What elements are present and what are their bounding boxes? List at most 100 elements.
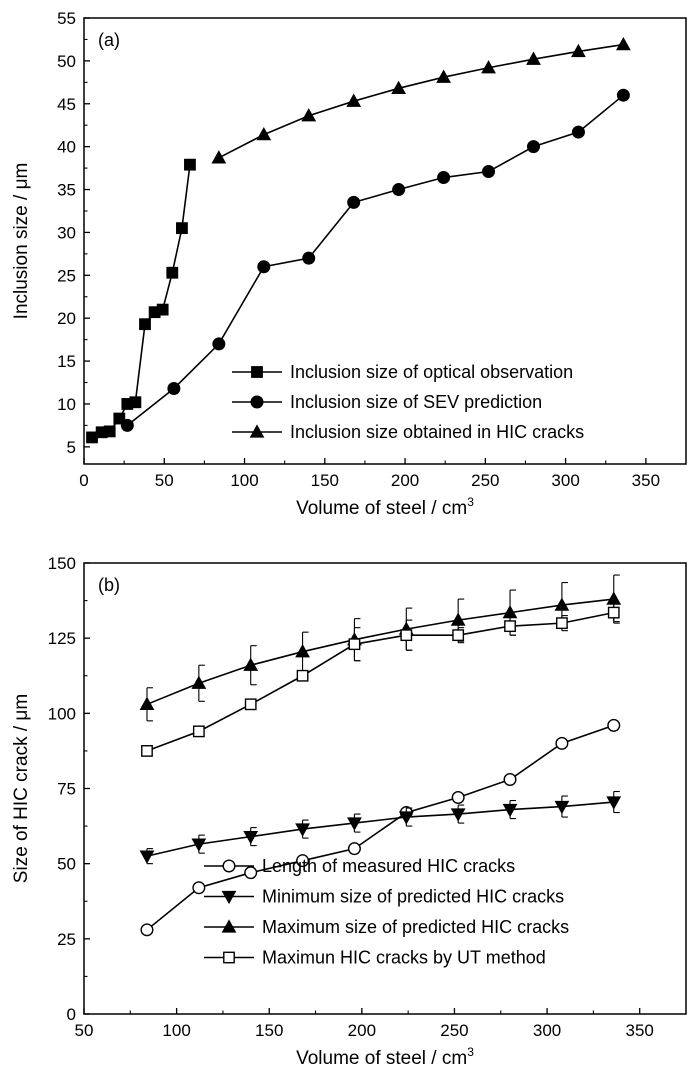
panel-a-x-tick-label: 0 [79, 471, 88, 490]
panel-b-plot-frame [83, 562, 687, 1015]
panel-b-data-point [296, 669, 309, 682]
panel-b-data-point [192, 881, 206, 895]
panel-b-data-point [348, 638, 361, 651]
panel-a-data-point [301, 108, 317, 122]
panel-b-data-point [192, 725, 205, 738]
panel-b-data-point [607, 606, 620, 619]
panel-b-y-tick-label: 50 [57, 855, 76, 874]
panel-a-y-axis-label: Inclusion size / μm [11, 163, 32, 320]
panel-a-data-point [437, 171, 451, 185]
panel-a-data-point [167, 382, 181, 396]
panel-a-y-tick-label: 50 [57, 52, 76, 71]
panel-b-y-tick-label: 25 [57, 930, 76, 949]
panel-a-data-point [347, 195, 361, 209]
panel-b-data-point [191, 838, 207, 852]
panel-a-data-point [616, 88, 630, 102]
panel-b-data-point [347, 817, 362, 831]
panel-b-x-tick-label: 100 [162, 1021, 190, 1040]
panel-a-series-1 [86, 158, 196, 444]
panel-a-y-tick-label: 35 [57, 181, 76, 200]
panel-b-data-point [244, 698, 257, 711]
panel-a-x-tick-label: 350 [632, 471, 660, 490]
panel-a-y-tick-label: 40 [57, 138, 76, 157]
panel-b-data-point [502, 803, 518, 818]
panel-a-legend-marker [250, 395, 264, 409]
panel-b-data-point [400, 629, 413, 642]
panel-a-legend-entry: Inclusion size of optical observation [290, 362, 573, 382]
panel-b-legend-entry: Maximum size of predicted HIC cracks [262, 917, 569, 937]
panel-a-x-tick-label: 300 [551, 471, 579, 490]
panel-a-y-tick-label: 45 [57, 95, 76, 114]
panel-a-data-point [184, 158, 196, 171]
panel-b-data-point [398, 811, 414, 825]
panel-a-data-point [257, 260, 271, 274]
panel-b-chart: 50 100 150 200 250 300 350 0 25 50 75 100 125 150 Volu… [11, 554, 687, 1069]
panel-a-x-tick-label: 100 [230, 471, 258, 490]
panel-b-data-point [607, 718, 621, 732]
panel-a-series-line [126, 94, 624, 427]
panel-a-x-tick-label: 50 [155, 471, 174, 490]
panel-a-data-point [482, 165, 496, 179]
panel-b-data-point [504, 620, 516, 633]
panel-b-data-point [555, 617, 568, 630]
panel-b-data-point [347, 842, 361, 856]
panel-a-y-tick-label: 5 [67, 438, 76, 457]
panel-b-x-tick-label: 300 [533, 1021, 561, 1040]
panel-b-legend-entry: Maximun HIC cracks by UT method [262, 948, 546, 968]
panel-a-data-point [392, 183, 406, 197]
panel-b-series-3 [139, 574, 622, 722]
panel-a-data-point [211, 150, 227, 164]
panel-a-x-tick-label: 200 [391, 471, 419, 490]
panel-a-data-point [139, 318, 151, 331]
panel-a-y-tick-label: 20 [57, 309, 76, 328]
panel-a-legend-marker [249, 424, 265, 438]
panel-a-data-point [571, 125, 585, 139]
panel-b-data-point [452, 629, 465, 642]
panel-b-legend-marker [222, 859, 236, 873]
panel-b-data-point [555, 736, 569, 750]
panel-a-data-point [256, 127, 272, 141]
panel-a-legend-entry: Inclusion size of SEV prediction [290, 392, 542, 412]
panel-a-x-tick-label: 150 [311, 471, 339, 490]
panel-a-data-point [526, 140, 540, 154]
panel-a-data-point [391, 80, 407, 94]
panel-b-data-point [191, 675, 207, 689]
panel-b-series-1 [140, 718, 621, 937]
panel-b-x-tick-label: 200 [348, 1021, 376, 1040]
panel-b-data-point [554, 800, 570, 815]
panel-b-legend-marker [221, 919, 237, 933]
panel-b-legend-entry: Minimum size of predicted HIC cracks [262, 887, 564, 907]
panel-b-data-point [451, 791, 465, 805]
panel-b-legend: Length of measured HIC cracks Minimum siz… [204, 856, 569, 968]
panel-a-y-tick-label: 15 [57, 352, 76, 371]
panel-b-y-tick-label: 100 [48, 704, 76, 723]
panel-b-x-tick-label: 250 [440, 1021, 468, 1040]
panel-a-x-axis-label: Volume of steel / cm3 [296, 495, 474, 519]
panel-b-legend-marker [221, 890, 237, 905]
panel-a-plot-frame [83, 17, 687, 465]
panel-b-x-axis-label-text: Volume of steel / cm [296, 1048, 467, 1069]
panel-a-data-point [120, 418, 134, 432]
panel-b-data-point [503, 772, 517, 786]
panel-b-y-axis-label: Size of HIC crack / μm [11, 694, 32, 883]
panel-b-series-4 [141, 603, 620, 757]
panel-a-series-2 [120, 88, 630, 432]
panel-b-data-point [244, 866, 258, 880]
panel-b-data-point [450, 808, 466, 822]
panel-b-x-axis-label: Volume of steel / cm3 [296, 1045, 474, 1069]
panel-a-data-point [129, 396, 142, 409]
panel-b-series-line [146, 724, 615, 931]
panel-a-legend-marker [251, 366, 263, 378]
panel-a-data-point [176, 222, 188, 235]
panel-a-panel-label: (a) [98, 30, 120, 50]
panel-a-series-3 [211, 36, 631, 164]
panel-b-data-point [141, 745, 153, 757]
panel-b-x-tick-label: 150 [255, 1021, 283, 1040]
panel-b-y-tick-label: 0 [67, 1005, 76, 1024]
panel-a-data-point [346, 93, 362, 107]
panel-b-series-line [146, 801, 614, 857]
panel-b-data-point [140, 923, 154, 937]
panel-a-y-tick-label: 55 [57, 9, 76, 28]
panel-a-data-point [166, 266, 179, 279]
